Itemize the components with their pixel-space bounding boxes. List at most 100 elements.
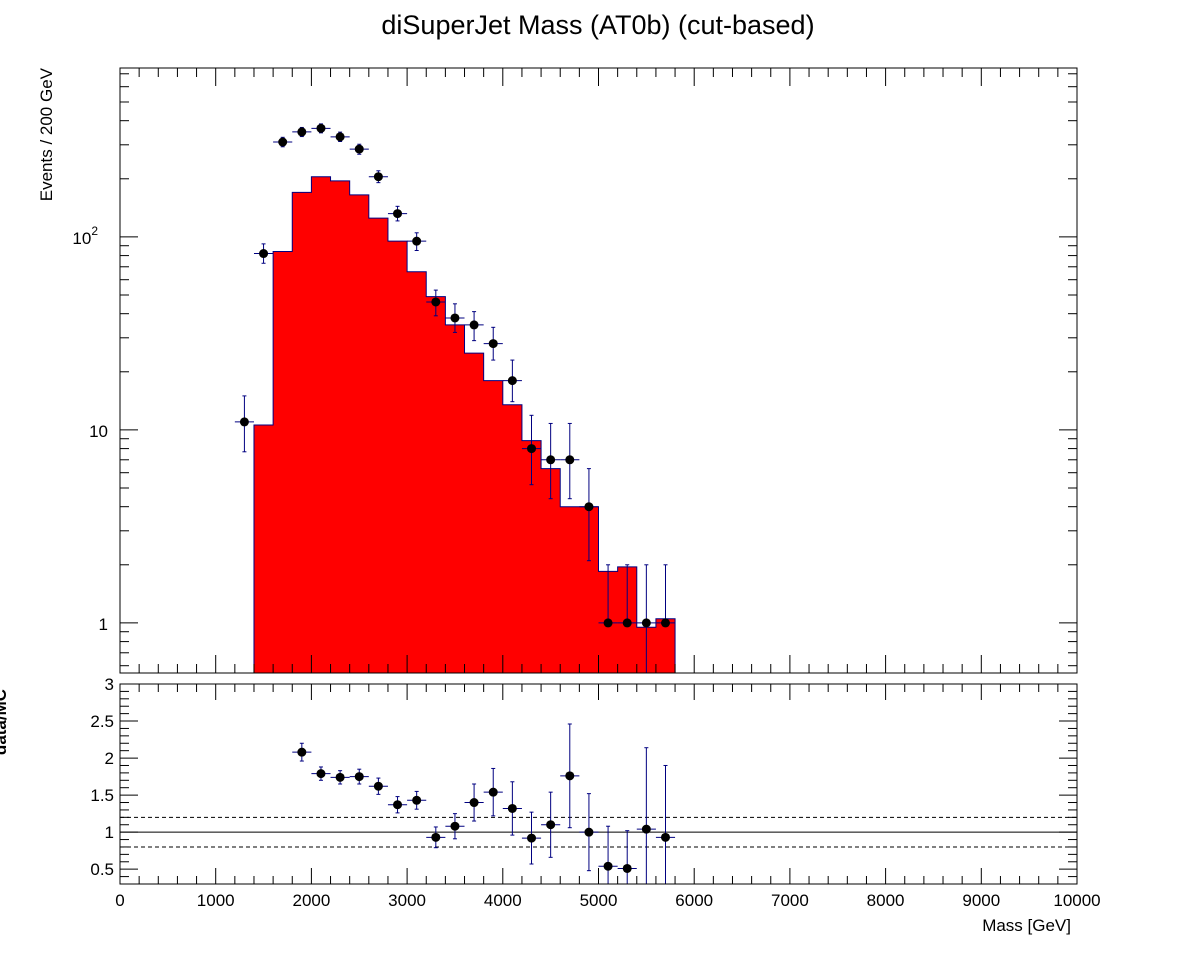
data-marker bbox=[603, 618, 613, 628]
ratio-point-1 bbox=[311, 766, 331, 781]
data-point-5 bbox=[330, 131, 350, 143]
x-tick-label: 10000 bbox=[1053, 891, 1100, 910]
data-point-6 bbox=[349, 143, 369, 155]
data-marker bbox=[622, 618, 632, 628]
data-marker bbox=[335, 132, 345, 142]
x-tick-label: 6000 bbox=[675, 891, 713, 910]
ratio-point-9 bbox=[464, 783, 484, 822]
data-point-4 bbox=[311, 123, 331, 134]
y-axis-title: Events / 200 GeV bbox=[37, 67, 56, 201]
data-marker bbox=[297, 127, 307, 137]
ratio-point-14 bbox=[560, 723, 580, 829]
x-tick-label: 4000 bbox=[484, 891, 522, 910]
ratio-marker bbox=[450, 821, 460, 831]
y-tick-label-exponent: 2 bbox=[91, 224, 98, 238]
x-tick-label: 1000 bbox=[197, 891, 235, 910]
ratio-marker bbox=[660, 832, 670, 842]
data-point-11 bbox=[445, 303, 465, 333]
ratio-marker bbox=[393, 800, 403, 810]
ratio-y-tick-label: 2.5 bbox=[90, 712, 114, 731]
data-point-13 bbox=[483, 326, 503, 361]
ratio-marker bbox=[622, 863, 632, 873]
data-marker bbox=[469, 320, 479, 330]
ratio-marker bbox=[354, 772, 364, 782]
ratio-y-tick-label: 0.5 bbox=[90, 860, 114, 879]
data-point-8 bbox=[387, 205, 408, 222]
ratio-y-tick-label: 2 bbox=[105, 749, 114, 768]
ratio-marker bbox=[297, 747, 307, 757]
data-point-17 bbox=[560, 422, 580, 500]
data-marker bbox=[527, 444, 537, 454]
main-plot-frame bbox=[119, 67, 1078, 674]
ratio-marker bbox=[488, 787, 498, 797]
bottom-axis-ticks: 0.5 1 1.5 2 2.5 3 0 1000 2000 3000 4000 5000 6000 700… bbox=[90, 675, 1100, 910]
ratio-point-6 bbox=[407, 790, 427, 810]
ratio-point-16 bbox=[598, 825, 618, 884]
ratio-points bbox=[292, 723, 676, 884]
data-point-16 bbox=[541, 422, 561, 500]
data-marker bbox=[565, 455, 575, 465]
data-marker bbox=[316, 123, 326, 133]
ratio-point-5 bbox=[387, 796, 408, 814]
x-tick-label: 8000 bbox=[867, 891, 905, 910]
data-marker bbox=[507, 376, 517, 386]
y-tick-label-base: 10 bbox=[72, 229, 91, 248]
x-tick-label: 2000 bbox=[292, 891, 330, 910]
data-point-15 bbox=[521, 414, 542, 486]
ratio-point-11 bbox=[502, 781, 522, 836]
data-point-20 bbox=[617, 564, 637, 628]
x-tick-label: 5000 bbox=[580, 891, 618, 910]
data-marker bbox=[373, 172, 383, 182]
y-tick-label: 102 bbox=[72, 224, 98, 248]
ratio-point-8 bbox=[445, 813, 465, 840]
data-marker bbox=[546, 455, 556, 465]
data-marker bbox=[488, 339, 498, 349]
x-tick-label: 0 bbox=[115, 891, 124, 910]
ratio-point-2 bbox=[330, 770, 350, 785]
ratio-marker bbox=[469, 798, 479, 808]
x-tick-label: 3000 bbox=[388, 891, 426, 910]
ratio-point-0 bbox=[292, 742, 312, 762]
ratio-y-tick-label: 3 bbox=[105, 675, 114, 694]
data-marker bbox=[660, 618, 670, 628]
data-marker bbox=[393, 209, 403, 219]
data-point-12 bbox=[464, 311, 484, 342]
ratio-marker bbox=[335, 772, 345, 782]
data-marker bbox=[641, 618, 651, 628]
ratio-marker bbox=[431, 832, 441, 842]
data-marker bbox=[450, 313, 460, 323]
ratio-plot-frame bbox=[119, 683, 1078, 885]
ratio-point-17 bbox=[617, 830, 637, 884]
ratio-y-tick-label: 1.5 bbox=[90, 786, 114, 805]
ratio-marker bbox=[641, 824, 651, 834]
ratio-marker bbox=[603, 861, 613, 871]
data-marker bbox=[278, 137, 288, 147]
ratio-point-13 bbox=[541, 791, 561, 858]
ratio-marker bbox=[373, 781, 383, 791]
ratio-marker bbox=[546, 820, 556, 830]
data-point-22 bbox=[655, 564, 676, 628]
data-point-14 bbox=[502, 359, 522, 403]
data-point-9 bbox=[407, 232, 427, 252]
data-point-19 bbox=[598, 564, 618, 628]
ratio-marker bbox=[316, 769, 326, 779]
ratio-point-12 bbox=[521, 811, 542, 865]
ratio-marker bbox=[584, 827, 594, 837]
chart-title: diSuperJet Mass (AT0b) (cut-based) bbox=[381, 10, 814, 40]
mc-histogram bbox=[253, 176, 676, 673]
x-axis-title: Mass [GeV] bbox=[982, 916, 1071, 935]
data-point-21 bbox=[636, 564, 656, 673]
data-marker bbox=[412, 236, 422, 246]
data-points bbox=[234, 123, 676, 673]
data-marker bbox=[259, 249, 269, 259]
data-point-1 bbox=[253, 243, 274, 264]
data-point-3 bbox=[292, 126, 312, 138]
ratio-plot-panel: 0.5 1 1.5 2 2.5 3 0 1000 2000 3000 4000 5000 6000 700… bbox=[0, 675, 1101, 935]
x-tick-label: 7000 bbox=[771, 891, 809, 910]
ratio-marker bbox=[412, 795, 422, 805]
y-tick-label: 10 bbox=[89, 422, 108, 441]
data-marker bbox=[239, 417, 249, 427]
data-point-0 bbox=[234, 395, 254, 453]
